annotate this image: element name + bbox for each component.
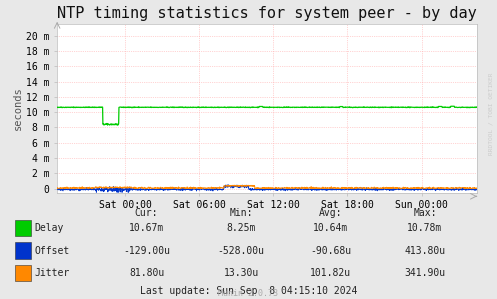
Text: Munin 2.0.73: Munin 2.0.73: [219, 289, 278, 298]
Text: Avg:: Avg:: [319, 208, 342, 218]
Text: 81.80u: 81.80u: [129, 268, 164, 278]
Text: -90.68u: -90.68u: [310, 245, 351, 256]
Text: 8.25m: 8.25m: [226, 223, 256, 233]
Text: 413.80u: 413.80u: [405, 245, 445, 256]
Text: 10.64m: 10.64m: [313, 223, 348, 233]
Text: Last update: Sun Sep  8 04:15:10 2024: Last update: Sun Sep 8 04:15:10 2024: [140, 286, 357, 296]
Text: 10.67m: 10.67m: [129, 223, 164, 233]
Text: -129.00u: -129.00u: [123, 245, 170, 256]
Text: -528.00u: -528.00u: [218, 245, 264, 256]
Text: 10.78m: 10.78m: [408, 223, 442, 233]
Text: Max:: Max:: [413, 208, 437, 218]
Text: 13.30u: 13.30u: [224, 268, 258, 278]
Title: NTP timing statistics for system peer - by day: NTP timing statistics for system peer - …: [57, 6, 477, 21]
Bar: [15, 265, 31, 281]
Text: RRDTOOL / TOBI OETIKER: RRDTOOL / TOBI OETIKER: [489, 72, 494, 155]
Text: Jitter: Jitter: [35, 268, 70, 278]
Text: 341.90u: 341.90u: [405, 268, 445, 278]
Text: 101.82u: 101.82u: [310, 268, 351, 278]
Bar: [15, 242, 31, 259]
Text: Delay: Delay: [35, 223, 64, 233]
Bar: [15, 219, 31, 236]
Text: Offset: Offset: [35, 245, 70, 256]
Text: Min:: Min:: [229, 208, 253, 218]
Y-axis label: seconds: seconds: [13, 86, 23, 130]
Text: Cur:: Cur:: [135, 208, 159, 218]
